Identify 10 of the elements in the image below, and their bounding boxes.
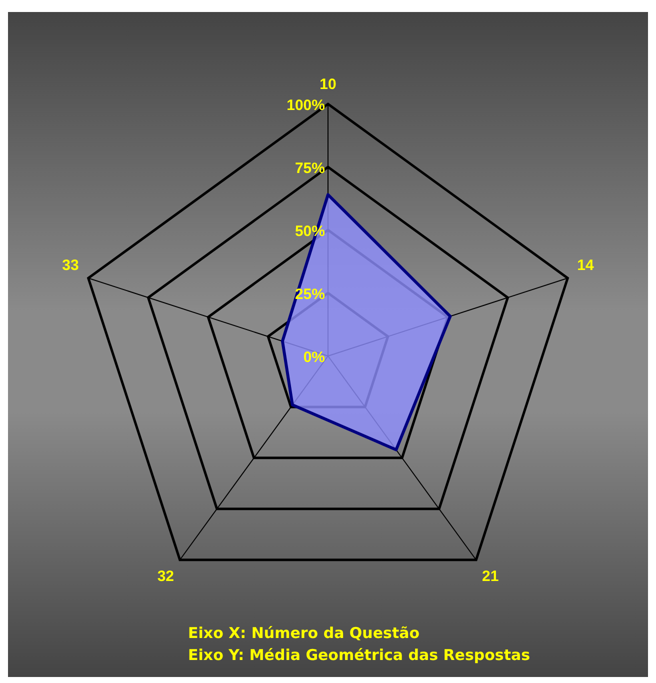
spoke-label: 10 bbox=[320, 76, 336, 94]
spoke-label: 32 bbox=[157, 568, 174, 586]
y-tick-label: 100% bbox=[286, 97, 325, 114]
text: Eixo X: Número da Questão bbox=[188, 623, 421, 644]
y-tick-label: 75% bbox=[294, 160, 325, 178]
spoke-label: 33 bbox=[62, 257, 79, 274]
y-tick-label: 0% bbox=[303, 349, 325, 366]
spoke-label: 21 bbox=[482, 568, 499, 586]
spoke-label: 14 bbox=[577, 257, 595, 274]
text: Eixo Y: Média Geométrica das Respostas bbox=[188, 645, 530, 666]
